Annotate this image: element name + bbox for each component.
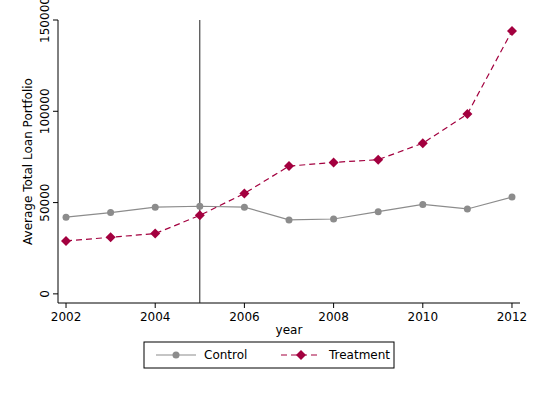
x-tick [422, 303, 423, 308]
series-marker [286, 216, 293, 223]
reference-line [199, 20, 200, 303]
series-marker [196, 203, 203, 210]
legend: Control Treatment [144, 342, 394, 368]
series-marker [375, 208, 382, 215]
series-marker [462, 109, 472, 119]
legend-label: Treatment [328, 348, 390, 362]
x-tick-label: 2004 [140, 310, 171, 324]
x-tick [244, 303, 245, 308]
y-tick [53, 202, 58, 203]
series-marker [329, 157, 339, 167]
x-tick [511, 303, 512, 308]
series-marker [373, 155, 383, 165]
x-axis [58, 303, 520, 304]
series-marker [107, 209, 114, 216]
x-tick-label: 2008 [318, 310, 349, 324]
chart: 0 50000 100000 150000 2002 2004 2006 2008 2010 20… [0, 0, 538, 394]
x-tick-label: 2010 [408, 310, 439, 324]
series-marker [419, 201, 426, 208]
series-marker [195, 210, 205, 220]
x-tick-label: 2012 [497, 310, 528, 324]
x-tick [155, 303, 156, 308]
y-tick [53, 20, 58, 21]
y-axis [58, 20, 59, 303]
series-marker [63, 214, 70, 221]
y-tick-label: 100000 [38, 88, 52, 134]
x-tick-label: 2006 [229, 310, 260, 324]
y-tick-label: 150000 [38, 0, 52, 43]
x-tick-label: 2002 [51, 310, 82, 324]
series-marker [239, 188, 249, 198]
legend-marker [296, 350, 306, 360]
series-marker [150, 229, 160, 239]
series-marker [284, 161, 294, 171]
plot-area [61, 20, 517, 303]
x-axis-title: year [276, 323, 303, 337]
series-marker [241, 204, 248, 211]
y-tick [53, 293, 58, 294]
legend-label: Control [204, 348, 247, 362]
y-axis-title: Average Total Loan Portfolio [21, 78, 35, 245]
y-tick-label: 0 [38, 290, 52, 298]
series-marker [152, 204, 159, 211]
series-marker [330, 216, 337, 223]
series-marker [106, 232, 116, 242]
y-tick-label: 50000 [38, 183, 52, 221]
series-marker [464, 205, 471, 212]
x-tick [66, 303, 67, 308]
x-tick [333, 303, 334, 308]
background [0, 0, 538, 394]
series-marker [507, 26, 517, 36]
y-tick [53, 111, 58, 112]
legend-marker [173, 352, 180, 359]
series-marker [418, 138, 428, 148]
series-marker [508, 194, 515, 201]
legend-box [144, 342, 394, 368]
series-line [66, 31, 512, 241]
series-marker [61, 236, 71, 246]
